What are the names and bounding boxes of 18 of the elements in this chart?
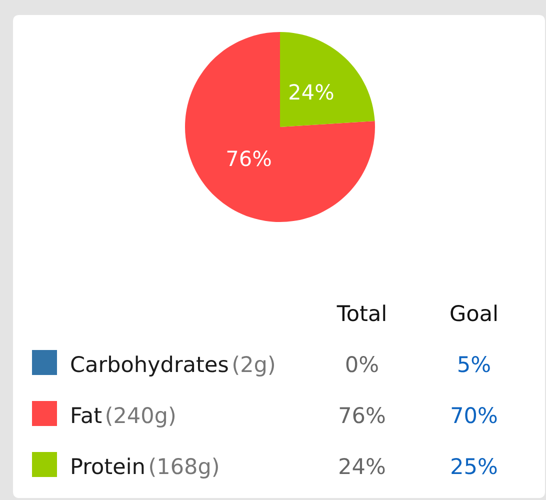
pie-slice [280, 32, 375, 127]
legend-label: Protein [72, 458, 144, 474]
legend-label: Carbohydrates [71, 356, 228, 376]
text: 5% [458, 356, 490, 372]
category-label: Goal [450, 304, 496, 322]
text: 24% [340, 458, 385, 474]
text: 0% [346, 356, 378, 372]
category-label: Total [336, 304, 386, 322]
text: 70% [452, 407, 497, 424]
text: 25% [452, 458, 497, 474]
data-label: 76% [227, 150, 271, 166]
text: (168g) [150, 458, 218, 478]
text: 76% [340, 407, 385, 424]
pie-slice [185, 32, 375, 222]
legend-label: Fat [72, 407, 102, 424]
data-label: 24% [290, 84, 334, 100]
text: (2g) [234, 356, 274, 376]
text: (240g) [106, 406, 175, 428]
